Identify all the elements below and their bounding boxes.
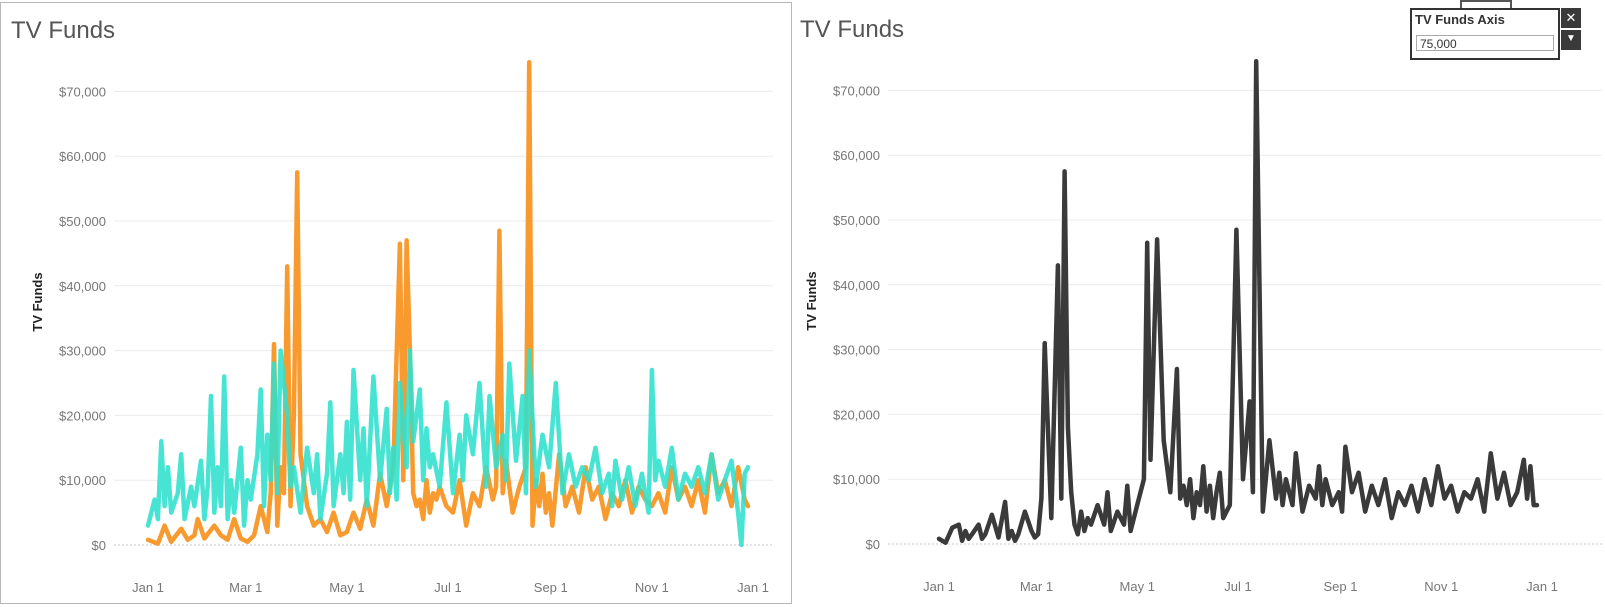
x-tick-label: Jan 1 (132, 580, 164, 595)
y-tick-label: $0 (866, 537, 880, 552)
x-tick-label: Jan 1 (737, 580, 769, 595)
x-tick-label: Mar 1 (229, 580, 262, 595)
parameter-control: TV Funds Axis 75,000 (1410, 8, 1560, 60)
x-tick-label: Sep 1 (534, 580, 568, 595)
close-icon[interactable]: ✕ (1561, 8, 1581, 28)
x-tick-label: May 1 (1120, 579, 1155, 594)
x-tick-label: Mar 1 (1020, 579, 1053, 594)
y-tick-label: $30,000 (59, 344, 106, 359)
y-tick-label: $20,000 (59, 408, 106, 423)
series-line-0[interactable] (145, 59, 751, 546)
y-tick-label: $30,000 (833, 343, 880, 358)
y-tick-label: $0 (92, 538, 106, 553)
series-line-0[interactable] (936, 58, 1540, 545)
y-tick-label: $10,000 (59, 473, 106, 488)
x-tick-label: Sep 1 (1323, 579, 1357, 594)
parameter-tab[interactable] (1460, 0, 1512, 8)
y-tick-label: $50,000 (59, 214, 106, 229)
y-tick-label: $40,000 (833, 278, 880, 293)
x-tick-label: Jan 1 (1526, 579, 1558, 594)
x-tick-label: Jul 1 (434, 580, 461, 595)
left-chart-pane[interactable]: TV Funds $0 $10,000 $20,000 $30,000 $40,000 $… (0, 2, 792, 604)
x-tick-label: Jan 1 (923, 579, 955, 594)
left-chart-title: TV Funds (11, 17, 116, 44)
y-tick-label: $70,000 (833, 83, 880, 98)
y-axis-title: TV Funds (804, 271, 819, 330)
parameter-title: TV Funds Axis (1415, 12, 1505, 27)
y-tick-label: $60,000 (833, 148, 880, 163)
x-tick-label: Nov 1 (635, 580, 669, 595)
y-tick-label: $60,000 (59, 149, 106, 164)
x-tick-label: Jul 1 (1224, 579, 1251, 594)
series-line-1[interactable] (145, 348, 751, 548)
right-chart-title: TV Funds (800, 16, 905, 43)
right-chart-pane[interactable]: TV Funds $0 $10,000 $20,000 $30,000 $40,000 $… (796, 2, 1604, 604)
chevron-down-icon[interactable]: ▼ (1561, 30, 1581, 50)
y-tick-label: $10,000 (833, 472, 880, 487)
right-line-chart[interactable]: $0 $10,000 $20,000 $30,000 $40,000 $50,000 $60… (796, 2, 1604, 602)
x-tick-label: Nov 1 (1424, 579, 1458, 594)
x-tick-label: May 1 (329, 580, 364, 595)
y-tick-label: $50,000 (833, 213, 880, 228)
y-axis-title: TV Funds (30, 272, 45, 331)
y-tick-label: $70,000 (59, 84, 106, 99)
parameter-value-input[interactable]: 75,000 (1416, 35, 1554, 51)
y-tick-label: $20,000 (833, 407, 880, 422)
left-line-chart[interactable]: $0 $10,000 $20,000 $30,000 $40,000 $50,000 $60… (1, 3, 791, 603)
y-tick-label: $40,000 (59, 279, 106, 294)
